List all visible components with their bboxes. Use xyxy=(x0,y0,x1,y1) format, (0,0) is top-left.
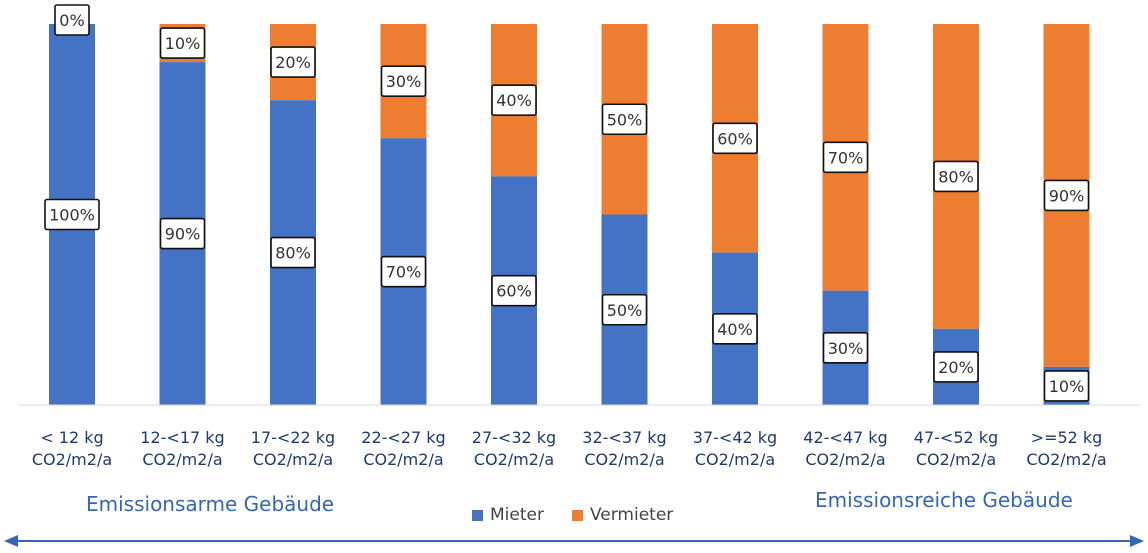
data-label-mieter: 100% xyxy=(44,198,100,231)
legend-swatch-mieter xyxy=(472,509,483,521)
data-label-text: 60% xyxy=(496,282,532,301)
category-label: < 12 kg CO2/m2/a xyxy=(32,428,112,469)
data-label-box xyxy=(712,122,758,155)
data-label-vermieter: 0% xyxy=(54,4,90,36)
data-label-vermieter: 10% xyxy=(159,27,206,59)
data-label-text: 90% xyxy=(1049,186,1085,205)
category-label: 47-<52 kg CO2/m2/a xyxy=(914,428,998,469)
data-label-box xyxy=(380,65,427,97)
data-label-text: 40% xyxy=(496,91,532,110)
arrow-head-right xyxy=(1130,535,1144,547)
data-label-text: 70% xyxy=(828,148,864,167)
data-label-box xyxy=(1043,370,1090,402)
high-emission-label: Emissionsreiche Gebäude xyxy=(815,488,1073,512)
category-label: >=52 kg CO2/m2/a xyxy=(1026,428,1106,469)
data-label-box xyxy=(159,27,206,59)
data-label-text: 50% xyxy=(607,301,643,320)
low-emission-label: Emissionsarme Gebäude xyxy=(86,492,335,516)
data-label-text: 10% xyxy=(165,34,201,53)
data-label-mieter: 70% xyxy=(380,255,427,288)
category-label: 37-<42 kg CO2/m2/a xyxy=(693,428,777,469)
data-label-box xyxy=(933,351,979,383)
data-label-box xyxy=(822,141,869,174)
data-label-mieter: 90% xyxy=(159,217,206,250)
data-label-vermieter: 70% xyxy=(822,141,869,174)
data-label-box xyxy=(270,46,316,78)
category-label: 27-<32 kg CO2/m2/a xyxy=(472,428,556,469)
data-label-box xyxy=(491,274,537,307)
data-label-box xyxy=(44,198,100,231)
data-label-vermieter: 80% xyxy=(933,160,979,193)
legend-label-vermieter: Vermieter xyxy=(589,505,674,525)
legend-swatch-vermieter xyxy=(571,509,583,521)
data-label-text: 10% xyxy=(1049,377,1085,396)
data-label-box xyxy=(54,4,90,36)
data-label-text: 70% xyxy=(386,263,422,282)
data-label-vermieter: 60% xyxy=(712,122,758,155)
legend-item-mieter: Mieter xyxy=(472,505,544,525)
data-label-box xyxy=(822,332,869,364)
data-label-vermieter: 30% xyxy=(380,65,427,97)
data-label-mieter: 20% xyxy=(933,351,979,383)
data-label-text: 100% xyxy=(49,206,95,225)
arrow-head-left xyxy=(4,535,18,547)
data-label-vermieter: 40% xyxy=(491,84,537,116)
legend-label-mieter: Mieter xyxy=(490,505,544,525)
category-label: 42-<47 kg CO2/m2/a xyxy=(803,428,887,469)
data-label-mieter: 40% xyxy=(712,312,758,345)
data-label-box xyxy=(601,293,648,326)
data-label-vermieter: 20% xyxy=(270,46,316,78)
data-label-text: 80% xyxy=(938,167,974,186)
data-label-mieter: 80% xyxy=(270,236,316,269)
data-label-text: 0% xyxy=(59,11,84,30)
category-label: 32-<37 kg CO2/m2/a xyxy=(582,428,666,469)
data-label-mieter: 30% xyxy=(822,332,869,364)
legend: Mieter Vermieter xyxy=(472,505,701,525)
data-label-mieter: 50% xyxy=(601,293,648,326)
data-label-mieter: 10% xyxy=(1043,370,1090,402)
data-label-box xyxy=(601,103,648,136)
data-label-mieter: 60% xyxy=(491,274,537,307)
data-label-box xyxy=(1043,179,1090,212)
data-label-box xyxy=(712,312,758,345)
data-label-text: 60% xyxy=(717,129,753,148)
data-label-vermieter: 90% xyxy=(1043,179,1090,212)
data-label-text: 20% xyxy=(275,53,311,72)
category-label: 17-<22 kg CO2/m2/a xyxy=(251,428,335,469)
data-label-text: 50% xyxy=(607,110,643,129)
legend-item-vermieter: Vermieter xyxy=(571,505,674,525)
x-axis: < 12 kg CO2/m2/a 12-<17 kg CO2/m2/a 17-<22 k… xyxy=(18,404,1140,469)
data-label-text: 30% xyxy=(828,339,864,358)
data-label-box xyxy=(270,236,316,269)
direction-arrow xyxy=(4,535,1144,547)
data-label-box xyxy=(159,217,206,250)
data-labels-group: 100% 0% 90% 10% 80% 20% 70% 30% 60% 40% 50% 50% 40% 6… xyxy=(44,4,1090,402)
data-label-box xyxy=(491,84,537,116)
data-label-box xyxy=(933,160,979,193)
data-label-box xyxy=(380,255,427,288)
data-label-text: 30% xyxy=(386,72,422,91)
data-label-text: 20% xyxy=(938,358,974,377)
category-label: 22-<27 kg CO2/m2/a xyxy=(361,428,445,469)
data-label-vermieter: 50% xyxy=(601,103,648,136)
data-label-text: 40% xyxy=(717,320,753,339)
bars-group xyxy=(49,24,1090,406)
data-label-text: 80% xyxy=(275,244,311,263)
data-label-text: 90% xyxy=(165,225,201,244)
category-label: 12-<17 kg CO2/m2/a xyxy=(140,428,224,469)
